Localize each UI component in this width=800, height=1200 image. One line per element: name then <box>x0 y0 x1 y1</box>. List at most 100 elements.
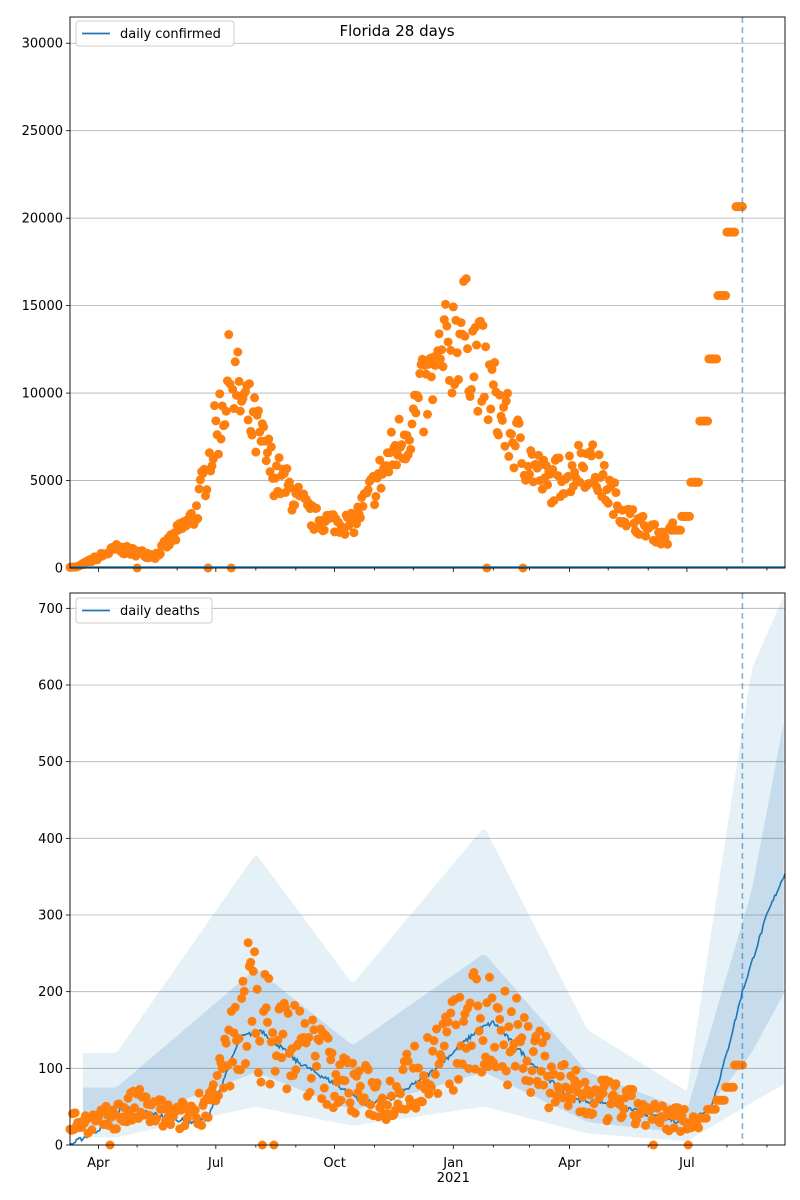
confirmed-point <box>447 388 457 398</box>
death-point <box>429 1036 439 1046</box>
death-point <box>291 1065 301 1075</box>
confirmed-point <box>506 429 516 439</box>
death-point <box>472 974 482 984</box>
confirmed-point <box>355 513 365 523</box>
x-tick-label: Oct <box>323 1156 345 1171</box>
death-point <box>603 1113 613 1123</box>
death-point <box>439 1041 449 1051</box>
death-point <box>348 1058 358 1068</box>
death-point <box>243 938 253 948</box>
confirmed-point <box>641 531 651 541</box>
y-tick-label: 500 <box>38 755 63 770</box>
death-point <box>398 1065 408 1075</box>
confirmed-point <box>216 434 226 444</box>
death-point <box>366 1100 376 1110</box>
death-point <box>526 1087 536 1097</box>
confirmed-point <box>703 416 713 426</box>
confirmed-point <box>251 447 261 457</box>
confirmed-point <box>486 404 496 414</box>
death-point <box>478 1036 488 1046</box>
death-point <box>235 1065 245 1075</box>
death-point <box>251 1028 261 1038</box>
confirmed-point <box>413 393 423 403</box>
death-point <box>465 998 475 1008</box>
death-point <box>611 1079 621 1089</box>
confirmed-point <box>611 488 621 498</box>
death-point <box>536 1066 546 1076</box>
confirmed-point <box>638 511 648 521</box>
confirmed-point <box>394 414 404 424</box>
death-point <box>522 1056 532 1066</box>
confirmed-legend: daily confirmed <box>75 20 235 47</box>
death-point <box>518 1063 528 1073</box>
confirmed-point <box>608 510 618 520</box>
death-point <box>496 1025 506 1035</box>
confirmed-point <box>426 372 436 382</box>
confirmed-point <box>501 396 511 406</box>
confirmed-point <box>730 227 740 237</box>
confirmed-point <box>675 525 685 535</box>
death-point <box>571 1065 581 1075</box>
confirmed-point <box>435 354 445 364</box>
death-point <box>359 1093 369 1103</box>
death-point <box>588 1109 598 1119</box>
deaths-x-ticks: Apr Jul Oct Jan Apr Jul <box>87 1145 768 1171</box>
death-point <box>241 1058 251 1068</box>
death-point <box>448 1085 458 1095</box>
death-point <box>493 1003 503 1013</box>
confirmed-point <box>370 500 380 510</box>
death-point <box>256 1077 266 1087</box>
confirmed-point <box>234 376 244 386</box>
confirmed-point <box>247 430 257 440</box>
death-point <box>355 1081 365 1091</box>
death-point <box>466 1041 476 1051</box>
death-point <box>477 1067 487 1077</box>
death-point <box>377 1093 387 1103</box>
confirmed-point <box>210 401 220 411</box>
death-point <box>197 1120 207 1130</box>
confirmed-point <box>463 344 473 354</box>
deaths-chart: 0 100 200 300 400 500 600 700 Apr Jul Oct Jan Apr Ju… <box>38 592 786 1186</box>
death-point <box>282 1084 292 1094</box>
confirmed-point <box>495 390 505 400</box>
confirmed-point <box>375 455 385 465</box>
confirmed-point <box>282 464 292 474</box>
y-tick-label: 10000 <box>22 387 63 402</box>
confirmed-point <box>481 342 491 352</box>
confirmed-chart: 0 5000 10000 15000 20000 25000 30000 Florida 2… <box>22 16 786 577</box>
death-point <box>484 972 494 982</box>
death-point <box>135 1084 145 1094</box>
confirmed-point <box>293 482 303 492</box>
death-point <box>372 1078 382 1088</box>
confirmed-point <box>594 450 604 460</box>
death-point <box>340 1076 350 1086</box>
confirmed-point <box>598 469 608 479</box>
confirmed-point <box>579 463 589 473</box>
death-point <box>446 1008 456 1018</box>
confirmed-point <box>221 406 231 416</box>
death-point <box>208 1080 218 1090</box>
confirmed-point <box>266 442 276 452</box>
confirmed-point <box>503 388 513 398</box>
death-point <box>151 1113 161 1123</box>
death-point <box>317 1094 327 1104</box>
death-point <box>540 1051 550 1061</box>
confirmed-point <box>207 461 217 471</box>
confirmed-point <box>465 391 475 401</box>
confirmed-point <box>211 416 221 426</box>
confirmed-point <box>407 419 417 429</box>
confirmed-point <box>215 389 225 399</box>
death-point <box>225 1081 235 1091</box>
confirmed-point <box>524 469 534 479</box>
death-point <box>255 1036 265 1046</box>
death-point <box>327 1048 337 1058</box>
death-point <box>719 1095 729 1105</box>
confirmed-point <box>490 358 500 368</box>
death-point <box>238 976 248 986</box>
confirmed-point <box>453 375 463 385</box>
death-point <box>310 1051 320 1061</box>
death-point <box>194 1088 204 1098</box>
confirmed-point <box>456 318 466 328</box>
confirmed-point <box>171 535 181 545</box>
death-point <box>563 1101 573 1111</box>
